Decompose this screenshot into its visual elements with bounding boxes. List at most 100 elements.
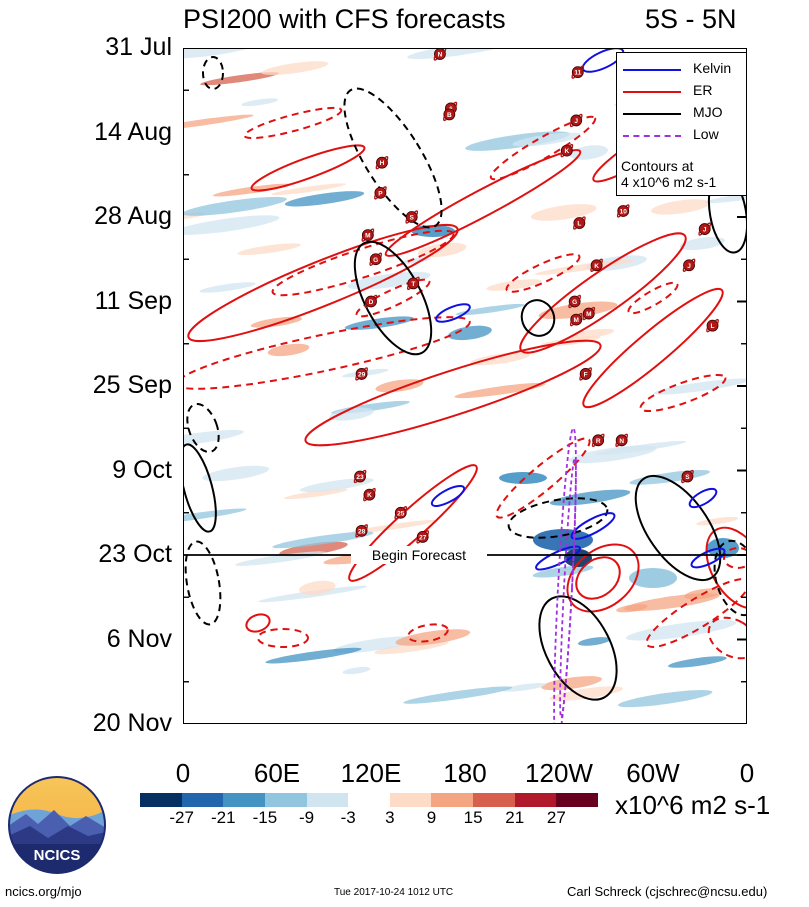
storm-marker-label: D [369, 299, 374, 306]
colorbar-swatch [514, 793, 557, 807]
anomaly-patch [265, 647, 362, 664]
storm-marker-label: S [410, 215, 415, 222]
anomaly-patch [470, 352, 531, 366]
mjo-contour [202, 56, 224, 90]
colorbar-level-label: 27 [546, 808, 566, 827]
colorbar-swatch [389, 793, 432, 807]
storm-marker-dot [615, 434, 628, 447]
anomaly-patch [569, 328, 615, 339]
colorbar-level-label: -3 [340, 808, 356, 827]
legend-item-kelvin: Kelvin [621, 59, 746, 79]
er-contour [250, 144, 366, 192]
anomaly-patch [299, 580, 336, 595]
er-contour [243, 106, 343, 140]
storm-marker-label: J [574, 118, 578, 125]
storm-marker-dot [698, 223, 711, 235]
colorbar-swatch [140, 793, 182, 807]
storm-marker-label: L [711, 323, 715, 330]
er-contour [355, 278, 431, 318]
er-contour [245, 613, 271, 633]
legend-item-mjo: MJO [621, 103, 746, 123]
storm-marker-label: K [594, 263, 599, 270]
x-tick-label: 0 [175, 758, 191, 788]
legend-kelvin-swatch [623, 69, 681, 71]
storm-marker-dot [405, 211, 418, 223]
strong-anomaly-patch [533, 529, 593, 551]
storm-marker: L [706, 318, 719, 333]
storm-marker-swirl [616, 204, 630, 218]
anomaly-patch [199, 282, 256, 293]
storm-marker-swirl [569, 312, 583, 327]
anomaly-patch [284, 191, 365, 207]
colorbar-swatch [348, 793, 390, 807]
storm-marker-label: K [564, 148, 569, 155]
storm-marker-label: 11 [574, 70, 581, 77]
er-contour [187, 223, 459, 343]
storm-marker-dot [394, 506, 407, 519]
anomaly-patch [344, 316, 414, 330]
ncics-logo: NCICS [8, 776, 106, 874]
storm-marker-label: T [411, 281, 415, 288]
storm-marker-label: 27 [419, 534, 427, 541]
y-tick-label: 25 Sep [92, 371, 172, 399]
legend-low-swatch [623, 135, 681, 137]
mjo-contour [538, 595, 618, 701]
mjo-contour [186, 403, 220, 453]
anomaly-patch [183, 48, 262, 59]
anomaly-patch [502, 682, 547, 692]
storm-marker-swirl [590, 258, 603, 272]
anomaly-patch [549, 686, 623, 701]
storm-marker-dot [617, 205, 630, 217]
storm-marker: 28 [355, 524, 368, 538]
colorbar-labels: -27 -21 -15 -9 -3 3 9 15 21 27 [0, 808, 809, 832]
storm-marker-label: P [378, 190, 383, 197]
anomaly-patch [577, 637, 611, 646]
anomaly-patch [267, 343, 310, 357]
storm-marker-dot [571, 66, 584, 79]
er-contour [384, 149, 582, 257]
low-contour [559, 457, 577, 719]
storm-marker-dot [570, 114, 583, 127]
legend-note-line2: 4 x10^6 m2 s-1 [621, 174, 717, 190]
storm-marker-swirl [560, 143, 574, 158]
storm-marker-dot [369, 253, 382, 266]
storm-marker-swirl [361, 228, 375, 242]
storm-marker-swirl [405, 210, 419, 224]
storm-marker-dot [706, 319, 719, 332]
storm-marker: M [582, 306, 596, 321]
colorbar-swatch [431, 793, 474, 807]
storm-marker-dot [579, 368, 592, 380]
y-tick-label: 11 Sep [94, 286, 172, 315]
storm-marker-label: B [447, 112, 452, 119]
storm-marker: K [363, 487, 376, 502]
colorbar-swatch [473, 793, 515, 807]
strong-anomaly-patch [707, 538, 739, 558]
begin-forecast-label: Begin Forecast [372, 547, 466, 563]
y-axis: 31 Jul 14 Aug 28 Aug 11 Sep 25 Sep 9 Oct 23 Oc… [0, 0, 172, 760]
storm-marker-swirl [355, 524, 368, 538]
colorbar-level-label: 15 [463, 808, 483, 827]
anomaly-patch [202, 465, 270, 482]
storm-marker-label: M [574, 317, 579, 324]
mjo-contour [184, 540, 222, 626]
storm-marker-dot [355, 524, 368, 537]
anomaly-patch [241, 98, 279, 107]
footer-url[interactable]: ncics.org/mjo [5, 884, 82, 899]
logo-text: NCICS [34, 847, 81, 864]
storm-marker: 10 [616, 204, 630, 218]
storm-marker-dot [568, 295, 581, 308]
storm-marker-label: N [619, 438, 624, 445]
storm-marker: R [591, 433, 605, 448]
anomaly-patch [541, 676, 602, 691]
anomaly-patch [375, 379, 424, 393]
er-contour [489, 115, 597, 181]
storm-marker-swirl [374, 186, 387, 200]
storm-marker-swirl [442, 107, 456, 122]
storm-marker-dot [376, 156, 388, 169]
colorbar-level-label: -15 [252, 808, 278, 827]
storm-marker-label: 28 [358, 528, 366, 535]
footer-author: Carl Schreck (cjschrec@ncsu.edu) [567, 884, 768, 899]
k-contour [435, 303, 471, 323]
anomaly-patch [271, 183, 346, 196]
anomaly-patch [279, 541, 348, 557]
